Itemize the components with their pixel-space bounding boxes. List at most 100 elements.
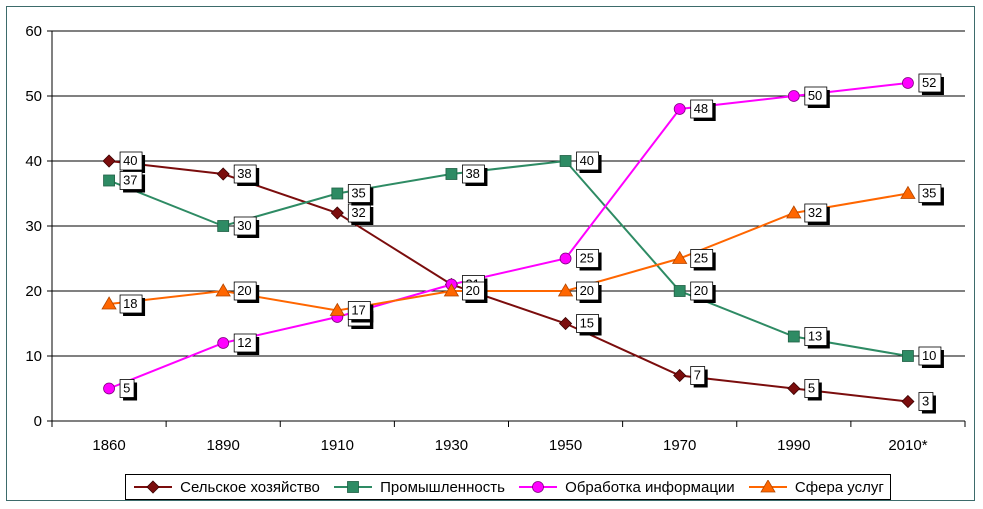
legend-item: Сфера услуг	[747, 479, 884, 496]
legend-marker	[532, 481, 545, 493]
data-point	[559, 252, 572, 265]
data-label-text: 17	[351, 303, 365, 318]
data-label: 5	[804, 379, 822, 401]
data-label-box	[918, 346, 942, 366]
data-label: 32	[347, 203, 374, 225]
data-label-text: 37	[123, 173, 137, 188]
data-label-box	[690, 249, 714, 268]
data-label-text: 25	[580, 251, 594, 266]
data-label-box	[119, 294, 143, 314]
data-point	[673, 285, 686, 297]
legend-marker	[347, 481, 360, 493]
data-label-box	[462, 164, 485, 184]
data-label-text: 48	[694, 101, 708, 116]
x-tick-label: 2010*	[888, 437, 927, 454]
series-line	[108, 159, 909, 357]
data-label-text: 10	[922, 348, 936, 363]
x-tick-label: 1970	[663, 437, 696, 454]
data-label-box	[804, 86, 828, 106]
y-tick-label: 50	[25, 88, 42, 105]
data-label-box	[119, 171, 143, 190]
y-tick-label: 40	[25, 153, 42, 170]
data-point	[671, 250, 688, 264]
y-tick-label: 20	[25, 283, 42, 300]
legend-label: Обработка информации	[565, 478, 735, 496]
data-label-text: 40	[580, 153, 594, 168]
data-label-box	[804, 327, 828, 346]
data-point	[673, 368, 687, 383]
y-tick-label: 60	[25, 23, 42, 40]
legend-item: Промышленность	[332, 479, 505, 496]
data-label: 17	[347, 301, 374, 323]
data-label: 52	[918, 73, 944, 95]
gridlines	[52, 30, 965, 357]
data-point	[216, 167, 230, 181]
y-tick-label: 30	[25, 218, 42, 235]
data-label: 25	[576, 249, 602, 271]
data-label-box	[804, 203, 828, 223]
legend-swatch	[134, 480, 173, 494]
data-point	[559, 155, 572, 167]
data-label: 32	[804, 203, 830, 225]
x-tick-label: 1930	[435, 437, 468, 454]
data-label: 20	[576, 281, 602, 303]
data-label-text: 5	[123, 381, 130, 396]
legend: Сельское хозяйство Промышленность Обработк…	[125, 474, 891, 500]
data-point	[445, 168, 458, 180]
data-label-text: 15	[580, 316, 594, 331]
data-label-box	[690, 99, 714, 119]
data-label: 50	[804, 86, 830, 108]
legend-swatch	[748, 480, 787, 493]
data-label: 30	[233, 216, 260, 238]
data-label: 20	[690, 281, 716, 303]
data-label: 20	[462, 281, 488, 303]
data-label-text: 3	[922, 394, 929, 409]
data-label-text: 25	[694, 251, 708, 266]
data-point	[901, 394, 915, 409]
data-label-text: 20	[580, 283, 594, 298]
data-label-text: 32	[351, 205, 365, 220]
data-point	[103, 174, 115, 187]
data-label-box	[690, 366, 706, 385]
series-lines	[108, 82, 909, 403]
data-point	[786, 205, 802, 219]
data-label-box	[233, 281, 257, 301]
data-label-box	[233, 333, 257, 353]
data-point	[558, 316, 573, 331]
data-point	[557, 283, 574, 297]
axes: 0 10 20 30 40 50 60 1860 1890 1910 1930 1950 1970 199…	[25, 23, 966, 454]
data-label-text: 5	[808, 381, 815, 396]
data-label-text: 38	[237, 166, 251, 181]
data-label: 38	[462, 164, 488, 186]
data-label: 35	[918, 184, 944, 206]
data-label-text: 50	[808, 88, 822, 103]
x-tick-label: 1990	[777, 437, 810, 454]
data-label-box	[918, 184, 942, 203]
data-label-box	[233, 216, 257, 236]
data-point	[787, 330, 800, 343]
data-label-text: 35	[351, 186, 365, 201]
data-label-box	[576, 314, 599, 333]
legend-label: Промышленность	[380, 478, 505, 496]
legend-swatch	[519, 481, 558, 493]
x-tick-label: 1910	[321, 437, 354, 454]
x-tick-label: 1860	[92, 437, 125, 454]
data-label-box	[804, 379, 820, 398]
data-label-box	[576, 249, 599, 268]
data-label-box	[576, 281, 599, 301]
data-point	[902, 77, 914, 89]
legend-marker	[146, 480, 160, 494]
data-point	[902, 350, 914, 362]
data-label-box	[119, 151, 143, 171]
data-label: 38	[233, 164, 260, 186]
data-point	[443, 283, 460, 297]
data-point	[330, 206, 344, 220]
data-label-box	[347, 184, 371, 203]
data-label-box	[119, 379, 135, 398]
legend-item: Сельское хозяйство	[132, 479, 320, 496]
data-label: 25	[690, 249, 716, 271]
data-point	[329, 302, 346, 316]
data-label: 20	[233, 281, 260, 303]
x-tick-label: 1890	[207, 437, 240, 454]
